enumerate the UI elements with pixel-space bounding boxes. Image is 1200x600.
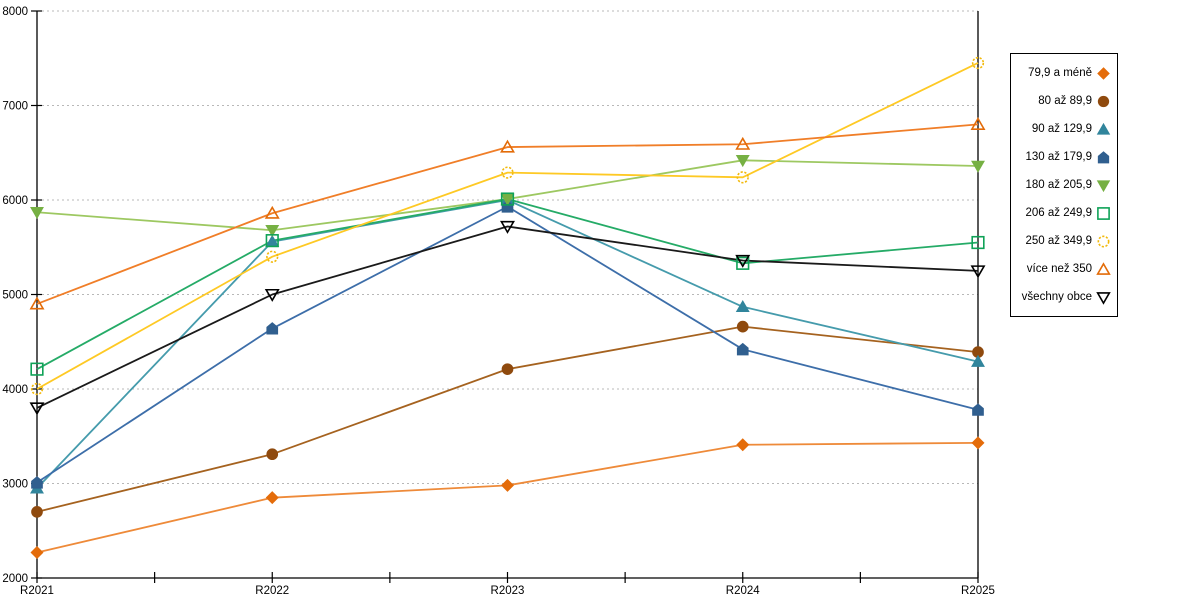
- data-point-marker: [736, 171, 749, 184]
- triangle-down-legend-marker-icon: [1096, 291, 1111, 305]
- legend-item-label: všechny obce: [1021, 291, 1092, 303]
- data-point-marker: [29, 402, 45, 416]
- data-point-marker: [500, 220, 515, 234]
- legend-item-label: 130 až 179,9: [1025, 151, 1092, 163]
- data-point-marker: [735, 155, 750, 168]
- triangle-up-legend-marker-icon: [1096, 122, 1111, 135]
- legend-item: 250 až 349,9: [1011, 227, 1117, 255]
- data-point-marker: [266, 250, 279, 263]
- legend-item: 80 až 89,9: [1011, 87, 1117, 115]
- data-point-marker: [500, 478, 515, 492]
- y-tick-label: 4000: [2, 384, 28, 396]
- data-point-marker: [30, 362, 44, 376]
- legend-item-label: 180 až 205,9: [1025, 179, 1092, 191]
- pentagon-legend-marker-icon: [1097, 150, 1110, 163]
- data-point-marker: [266, 448, 279, 461]
- y-tick-label: 8000: [2, 6, 28, 18]
- legend-item: 130 až 179,9: [1011, 143, 1117, 171]
- data-point-marker: [265, 491, 279, 505]
- legend-item: 206 až 249,9: [1011, 199, 1117, 227]
- data-point-marker: [30, 382, 44, 396]
- data-point-marker: [500, 193, 515, 206]
- series-line: [36, 123, 979, 305]
- data-point-marker: [971, 160, 985, 173]
- data-point-marker: [971, 235, 985, 250]
- series-line: [36, 62, 979, 390]
- x-tick-label: R2025: [961, 585, 995, 597]
- y-tick-label: 3000: [2, 479, 28, 491]
- y-tick-label: 7000: [2, 101, 28, 113]
- legend-item-label: 250 až 349,9: [1025, 235, 1092, 247]
- triangle-up-legend-marker-icon: [1096, 261, 1111, 275]
- data-point-marker: [30, 545, 44, 559]
- data-point-marker: [736, 438, 750, 452]
- data-point-marker: [736, 342, 749, 356]
- data-point-marker: [264, 288, 280, 302]
- data-point-marker: [500, 139, 515, 153]
- data-point-marker: [970, 116, 986, 130]
- data-point-marker: [266, 322, 279, 335]
- legend-item-label: 90 až 129,9: [1031, 123, 1092, 135]
- data-point-marker: [30, 207, 44, 220]
- data-point-marker: [265, 234, 279, 248]
- data-point-marker: [31, 476, 43, 489]
- data-point-marker: [735, 254, 751, 268]
- data-point-marker: [971, 56, 985, 70]
- square-legend-marker-icon: [1097, 206, 1110, 220]
- legend: 79,9 a méně 80 až 89,9 90 až 129,9 130 až 1…: [1010, 53, 1118, 317]
- circle-legend-marker-icon: [1097, 95, 1110, 107]
- data-point-marker: [735, 136, 751, 150]
- triangle-down-legend-marker-icon: [1096, 179, 1111, 192]
- data-point-marker: [264, 205, 280, 219]
- series-line: [36, 199, 979, 489]
- x-tick-label: R2024: [726, 585, 760, 597]
- data-point-marker: [736, 256, 750, 270]
- legend-item: více než 350: [1011, 255, 1117, 283]
- data-point-marker: [971, 354, 985, 367]
- circle-legend-marker-icon: [1097, 235, 1110, 247]
- data-point-marker: [265, 224, 280, 238]
- legend-item-label: více než 350: [1026, 263, 1092, 275]
- legend-item-label: 79,9 a méně: [1028, 67, 1092, 79]
- legend-item-label: 206 až 249,9: [1025, 207, 1092, 219]
- legend-item: všechny obce: [1011, 283, 1117, 311]
- legend-item: 90 až 129,9: [1011, 115, 1117, 143]
- series-line: [36, 205, 979, 484]
- legend-item-label: 80 až 89,9: [1038, 95, 1092, 107]
- data-point-marker: [501, 166, 514, 179]
- data-point-marker: [971, 436, 985, 450]
- x-tick-label: R2023: [491, 585, 525, 597]
- data-point-marker: [970, 265, 986, 279]
- series-line: [36, 225, 979, 409]
- diamond-legend-marker-icon: [1097, 66, 1110, 80]
- data-point-marker: [972, 403, 984, 416]
- data-point-marker: [736, 320, 749, 333]
- legend-item: 180 až 205,9: [1011, 171, 1117, 199]
- data-point-marker: [500, 192, 515, 206]
- x-tick-label: R2021: [20, 585, 54, 597]
- x-tick-label: R2022: [255, 585, 289, 597]
- data-point-marker: [31, 506, 43, 518]
- series-line: [36, 441, 979, 554]
- series-line: [36, 198, 979, 370]
- y-tick-label: 6000: [2, 195, 28, 207]
- y-tick-label: 5000: [2, 290, 28, 302]
- y-tick-label: 2000: [2, 573, 28, 585]
- data-point-marker: [735, 299, 750, 313]
- data-point-marker: [29, 296, 45, 310]
- data-point-marker: [501, 363, 514, 375]
- legend-item: 79,9 a méně: [1011, 59, 1117, 87]
